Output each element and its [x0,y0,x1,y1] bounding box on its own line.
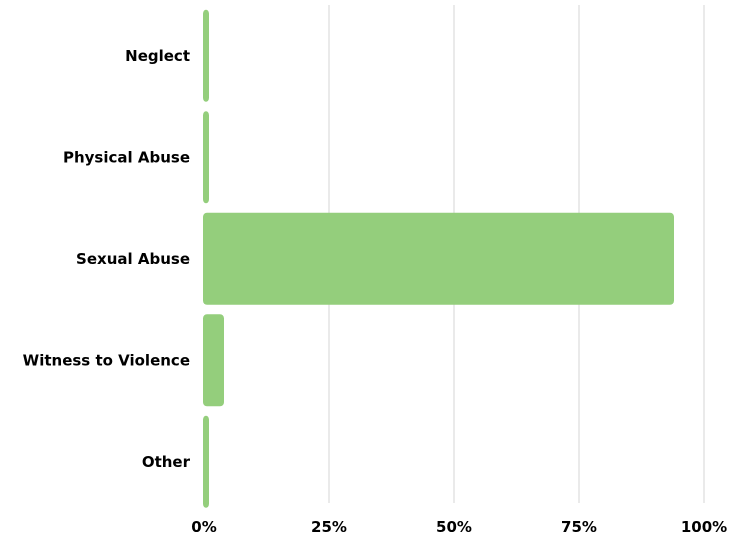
x-tick-label-100: 100% [681,518,727,536]
category-label-physical-abuse: Physical Abuse [63,148,190,166]
category-label-other: Other [142,453,191,471]
bar-witness-to-violence [203,314,224,407]
category-label-neglect: Neglect [125,47,190,65]
x-tick-label-0: 0% [191,518,216,536]
bar-other [203,415,209,508]
x-tick-label-75: 75% [561,518,597,536]
bar-sexual-abuse [203,212,674,305]
bar-neglect [203,9,209,102]
x-tick-label-50: 50% [436,518,472,536]
x-tick-labels: 0% 25% 50% 75% 100% [191,518,727,536]
category-label-sexual-abuse: Sexual Abuse [76,250,190,268]
bar-physical-abuse [203,111,209,204]
category-label-witness-to-violence: Witness to Violence [23,351,190,369]
x-tick-label-25: 25% [311,518,347,536]
bars [203,9,674,508]
category-labels: Neglect Physical Abuse Sexual Abuse Witness… [23,47,191,471]
